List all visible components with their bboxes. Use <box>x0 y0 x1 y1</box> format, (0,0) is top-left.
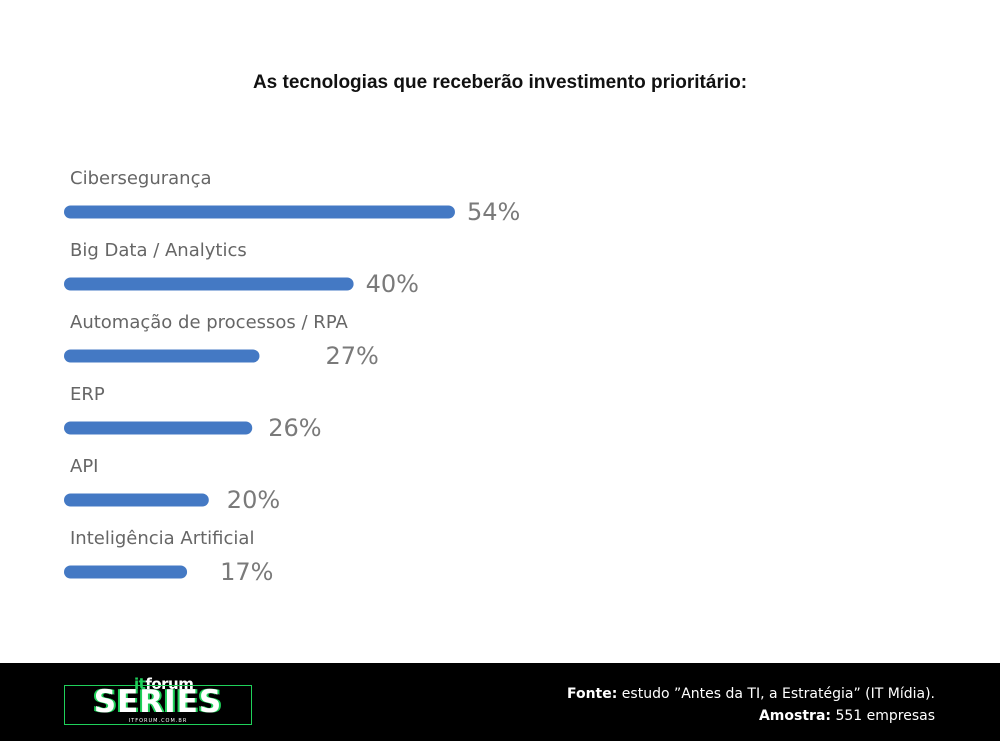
footer: itforum SERIES ITFORUM.COM.BR Fonte: est… <box>0 663 1000 741</box>
logo-itforum: itforum <box>134 675 194 693</box>
sample-line: Amostra: 551 empresas <box>567 705 935 727</box>
logo-url: ITFORUM.COM.BR <box>128 718 188 724</box>
source-note: Fonte: estudo ”Antes da TI, a Estratégia… <box>567 683 935 727</box>
bar <box>64 277 354 291</box>
value-label: 27% <box>325 342 378 370</box>
bar <box>64 349 260 363</box>
source-label: Fonte: <box>566 686 618 702</box>
category-label: Inteligência Artificial <box>70 528 254 549</box>
category-label: Automação de processos / RPA <box>70 312 349 333</box>
source-line: Fonte: estudo ”Antes da TI, a Estratégia… <box>567 683 935 705</box>
bar <box>64 493 209 507</box>
bar <box>64 565 188 579</box>
sample-label: Amostra: <box>758 708 831 724</box>
logo-prefix: it <box>134 675 146 693</box>
category-label: Cibersegurança <box>70 168 212 189</box>
logo-frame <box>64 685 252 725</box>
value-label: 54% <box>467 198 520 226</box>
logo-series-word: SERIES <box>93 684 223 720</box>
category-label: API <box>70 456 98 477</box>
source-text: estudo ”Antes da TI, a Estratégia” (IT M… <box>617 686 935 702</box>
sample-text: 551 empresas <box>831 708 935 724</box>
logo-name: forum <box>145 675 194 693</box>
itforum-series-logo: itforum SERIES ITFORUM.COM.BR <box>64 675 256 729</box>
value-label: 26% <box>268 414 321 442</box>
bar-chart: Cibersegurança 54% Big Data / Analytics 40%… <box>64 168 520 586</box>
bar <box>64 421 253 435</box>
chart-title: As tecnologias que receberão investiment… <box>252 72 748 93</box>
bar <box>64 205 455 219</box>
category-label: Big Data / Analytics <box>70 240 247 261</box>
value-label: 17% <box>220 558 273 586</box>
category-label: ERP <box>70 384 105 405</box>
value-label: 20% <box>227 486 280 514</box>
value-label: 40% <box>366 270 419 298</box>
